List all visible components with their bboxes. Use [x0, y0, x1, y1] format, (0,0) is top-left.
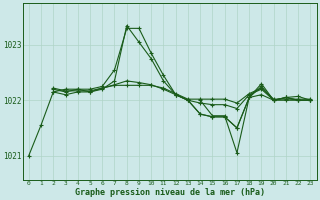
X-axis label: Graphe pression niveau de la mer (hPa): Graphe pression niveau de la mer (hPa): [75, 188, 265, 197]
